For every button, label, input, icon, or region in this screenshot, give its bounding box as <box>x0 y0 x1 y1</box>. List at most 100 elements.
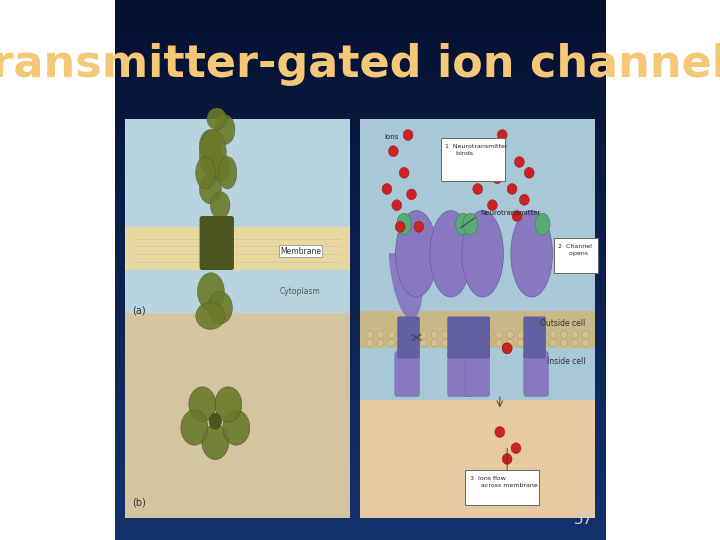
Circle shape <box>582 331 589 339</box>
Circle shape <box>407 189 416 200</box>
Circle shape <box>507 339 513 347</box>
FancyBboxPatch shape <box>465 352 490 396</box>
Circle shape <box>399 331 405 339</box>
Circle shape <box>474 339 481 347</box>
Circle shape <box>485 339 492 347</box>
Circle shape <box>518 331 524 339</box>
Circle shape <box>389 146 398 157</box>
Circle shape <box>420 331 427 339</box>
Ellipse shape <box>199 130 222 162</box>
Circle shape <box>395 221 405 232</box>
Circle shape <box>366 331 373 339</box>
Text: Outside cell: Outside cell <box>541 320 585 328</box>
Text: across membrane: across membrane <box>473 483 538 488</box>
Circle shape <box>582 339 589 347</box>
Circle shape <box>388 339 395 347</box>
Ellipse shape <box>199 174 222 204</box>
Ellipse shape <box>430 211 472 297</box>
Ellipse shape <box>395 211 437 297</box>
Ellipse shape <box>456 213 470 235</box>
Circle shape <box>496 339 503 347</box>
FancyBboxPatch shape <box>524 352 549 396</box>
Text: Inside cell: Inside cell <box>547 357 585 366</box>
Circle shape <box>473 184 482 194</box>
Circle shape <box>492 173 503 184</box>
Ellipse shape <box>218 157 237 189</box>
Ellipse shape <box>189 387 216 422</box>
Circle shape <box>539 339 546 347</box>
Ellipse shape <box>215 115 235 145</box>
Circle shape <box>377 339 384 347</box>
Text: binds: binds <box>449 151 473 156</box>
Text: Membrane: Membrane <box>280 247 321 255</box>
Circle shape <box>572 331 578 339</box>
Ellipse shape <box>462 211 503 297</box>
Circle shape <box>420 339 427 347</box>
Ellipse shape <box>181 410 208 445</box>
Text: 2  Channel: 2 Channel <box>558 244 592 249</box>
Circle shape <box>485 331 492 339</box>
Circle shape <box>410 331 416 339</box>
Circle shape <box>561 331 567 339</box>
FancyBboxPatch shape <box>199 216 234 270</box>
Text: (b): (b) <box>132 497 145 508</box>
Circle shape <box>431 339 438 347</box>
Circle shape <box>399 167 409 178</box>
Ellipse shape <box>196 302 225 329</box>
Circle shape <box>414 221 424 232</box>
Circle shape <box>539 331 546 339</box>
FancyBboxPatch shape <box>554 238 598 273</box>
Ellipse shape <box>210 413 222 429</box>
FancyBboxPatch shape <box>395 352 419 396</box>
FancyBboxPatch shape <box>523 316 546 359</box>
Ellipse shape <box>222 410 250 445</box>
Circle shape <box>399 339 405 347</box>
Circle shape <box>464 331 470 339</box>
Circle shape <box>528 339 535 347</box>
Text: 3  Ions flow: 3 Ions flow <box>470 476 505 481</box>
Circle shape <box>524 167 534 178</box>
Ellipse shape <box>205 152 230 183</box>
Text: 1  Neurotransmitter: 1 Neurotransmitter <box>445 144 508 149</box>
Circle shape <box>503 343 512 354</box>
Circle shape <box>498 130 507 140</box>
Circle shape <box>495 427 505 437</box>
FancyBboxPatch shape <box>125 119 350 313</box>
Circle shape <box>515 157 524 167</box>
Circle shape <box>487 200 498 211</box>
FancyBboxPatch shape <box>448 352 472 396</box>
FancyBboxPatch shape <box>465 470 539 505</box>
Circle shape <box>519 194 529 205</box>
Ellipse shape <box>535 213 550 235</box>
FancyBboxPatch shape <box>441 138 505 181</box>
Text: (a): (a) <box>132 305 145 315</box>
Circle shape <box>382 184 392 194</box>
Ellipse shape <box>207 108 227 130</box>
Ellipse shape <box>210 192 230 219</box>
Circle shape <box>366 339 373 347</box>
Text: 57: 57 <box>574 511 593 526</box>
Circle shape <box>480 157 490 167</box>
Circle shape <box>464 339 470 347</box>
Ellipse shape <box>215 387 242 422</box>
Circle shape <box>507 184 517 194</box>
Ellipse shape <box>196 157 215 189</box>
Circle shape <box>561 339 567 347</box>
Circle shape <box>507 331 513 339</box>
Circle shape <box>528 331 535 339</box>
Circle shape <box>453 339 459 347</box>
FancyBboxPatch shape <box>360 400 595 518</box>
Circle shape <box>388 331 395 339</box>
Circle shape <box>511 443 521 454</box>
FancyBboxPatch shape <box>125 227 350 270</box>
Text: Transmitter-gated ion channels: Transmitter-gated ion channels <box>0 43 720 86</box>
Ellipse shape <box>208 292 233 324</box>
Circle shape <box>442 339 449 347</box>
Circle shape <box>496 331 503 339</box>
Circle shape <box>431 331 438 339</box>
Ellipse shape <box>197 273 225 310</box>
FancyBboxPatch shape <box>360 119 595 518</box>
FancyBboxPatch shape <box>360 310 595 348</box>
Ellipse shape <box>199 130 226 178</box>
Polygon shape <box>390 254 423 319</box>
